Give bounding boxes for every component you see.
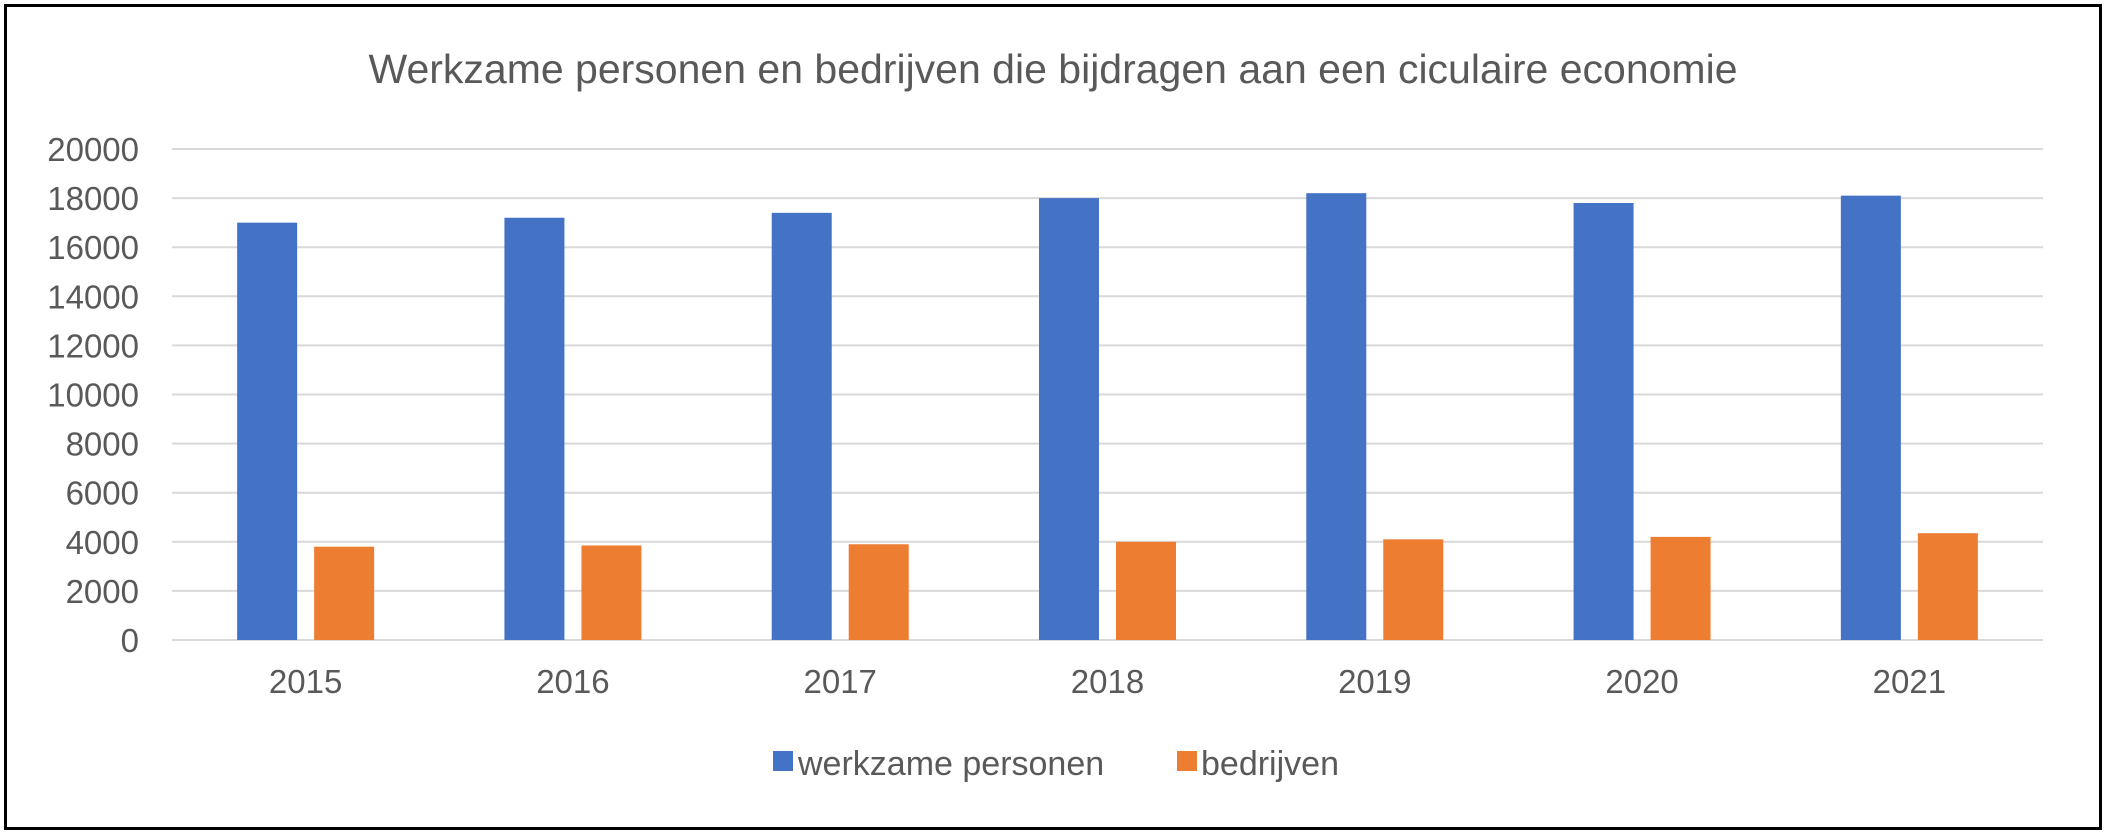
chart-title: Werkzame personen en bedrijven die bijdr… xyxy=(368,46,1737,92)
y-axis-ticks: 0 2000 4000 6000 8000 10000 12000 14000 16000 180… xyxy=(47,131,139,659)
y-tick-label: 2000 xyxy=(66,573,139,610)
x-axis-ticks: 2015 2016 2017 2018 2019 2020 2021 xyxy=(269,663,1946,700)
y-tick-label: 0 xyxy=(121,622,139,659)
bar-werkzame-personen-2016 xyxy=(504,217,565,641)
x-tick-label: 2019 xyxy=(1338,663,1411,700)
bar-bedrijven-2021 xyxy=(1917,533,1978,640)
bar-werkzame-personen-2018 xyxy=(1039,198,1099,640)
bar-werkzame-personen-2017 xyxy=(771,212,832,640)
chart-svg: Werkzame personen en bedrijven die bijdr… xyxy=(47,46,2043,783)
bar-bedrijven-2017 xyxy=(848,544,909,640)
y-tick-label: 14000 xyxy=(47,278,139,315)
x-tick-label: 2015 xyxy=(269,663,342,700)
y-tick-label: 4000 xyxy=(66,524,139,561)
bar-werkzame-personen-2020 xyxy=(1573,203,1634,640)
x-tick-label: 2021 xyxy=(1873,663,1946,700)
bar-werkzame-personen-2019 xyxy=(1306,193,1367,640)
legend-label-werkzame-personen: werkzame personen xyxy=(797,745,1104,783)
x-tick-label: 2017 xyxy=(804,663,877,700)
legend-swatch-werkzame-personen xyxy=(773,751,793,771)
y-tick-label: 20000 xyxy=(47,131,139,168)
x-tick-label: 2016 xyxy=(536,663,609,700)
x-tick-label: 2020 xyxy=(1605,663,1678,700)
bar-bedrijven-2020 xyxy=(1650,536,1711,640)
legend-swatch-bedrijven xyxy=(1177,751,1197,771)
y-tick-label: 8000 xyxy=(66,426,139,463)
y-tick-label: 16000 xyxy=(47,229,139,266)
bar-werkzame-personen-2015 xyxy=(237,222,298,640)
y-tick-label: 6000 xyxy=(66,475,139,512)
legend-label-bedrijven: bedrijven xyxy=(1201,745,1339,783)
bar-bedrijven-2018 xyxy=(1116,541,1176,640)
x-tick-label: 2018 xyxy=(1071,663,1144,700)
y-tick-label: 12000 xyxy=(47,327,139,364)
legend: werkzame personen bedrijven xyxy=(773,745,1339,783)
bar-bedrijven-2019 xyxy=(1383,539,1444,640)
y-tick-label: 10000 xyxy=(47,377,139,414)
bar-bedrijven-2015 xyxy=(314,546,375,640)
bar-werkzame-personen-2021 xyxy=(1840,195,1901,640)
chart-frame: Werkzame personen en bedrijven die bijdr… xyxy=(4,4,2102,830)
y-tick-label: 18000 xyxy=(47,180,139,217)
gridlines xyxy=(172,148,2043,641)
bar-bedrijven-2016 xyxy=(581,545,642,640)
bars xyxy=(237,193,1978,641)
